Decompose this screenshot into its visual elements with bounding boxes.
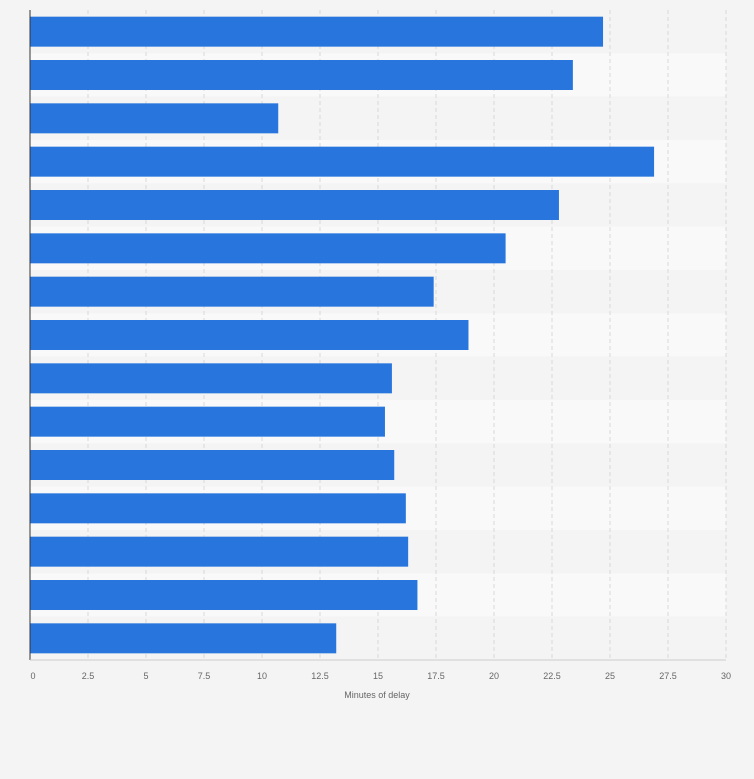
bar[interactable] [30,146,655,177]
bar[interactable] [30,623,337,654]
x-tick-label: 17.5 [427,671,445,681]
x-tick-label: 22.5 [543,671,561,681]
bar[interactable] [30,190,559,220]
bar[interactable] [30,16,604,47]
x-tick-label: 25 [605,671,615,681]
bars [30,16,655,654]
bar[interactable] [30,363,392,394]
bar[interactable] [30,536,409,567]
x-tick-label: 0 [30,671,35,681]
bar[interactable] [30,580,418,610]
x-tick-label: 5 [143,671,148,681]
axes [29,10,726,661]
x-tick-labels: 0 2.5 5 7.5 10 12.5 15 17.5 20 22.5 25 27.5 30 [30,671,731,681]
bar[interactable] [30,233,506,264]
x-tick-label: 30 [721,671,731,681]
x-axis-title: Minutes of delay [344,690,410,700]
x-tick-label: 15 [373,671,383,681]
bar[interactable] [30,103,279,134]
x-tick-label: 20 [489,671,499,681]
bar[interactable] [30,493,406,524]
x-tick-label: 2.5 [82,671,95,681]
x-tick-label: 27.5 [659,671,677,681]
bar[interactable] [30,320,469,350]
x-tick-label: 10 [257,671,267,681]
bar[interactable] [30,60,573,90]
x-tick-label: 12.5 [311,671,329,681]
x-tick-label: 7.5 [198,671,211,681]
bar[interactable] [30,450,395,480]
bar[interactable] [30,276,434,307]
bar[interactable] [30,406,385,437]
